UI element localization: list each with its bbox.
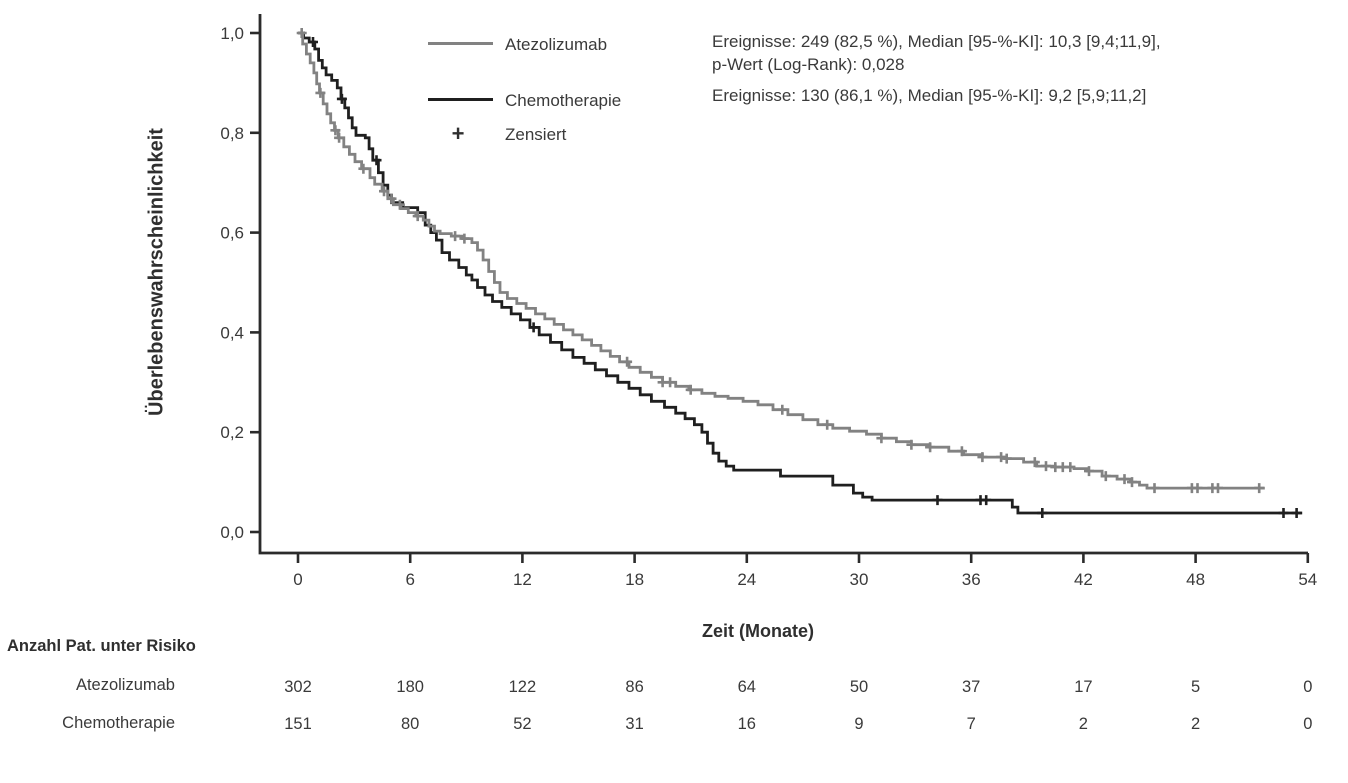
risk-count: 37 (962, 678, 981, 696)
censor-mark-chemotherapie (1278, 508, 1289, 518)
risk-row-label-atezolizumab: Atezolizumab (75, 676, 175, 694)
risk-count: 86 (625, 678, 644, 696)
censor-mark-atezolizumab (1041, 461, 1051, 472)
y-tick-label: 0,4 (220, 323, 244, 342)
risk-row-label-chemotherapie: Chemotherapie (62, 714, 175, 732)
censor-mark-atezolizumab (1065, 462, 1076, 473)
censor-mark-atezolizumab (394, 199, 405, 210)
censor-mark-atezolizumab (1192, 483, 1203, 494)
x-tick-label: 0 (293, 570, 302, 589)
km-curve-atezolizumab (298, 31, 1265, 490)
risk-table-header: Anzahl Pat. unter Risiko (7, 637, 196, 655)
censor-mark-atezolizumab (1127, 477, 1137, 488)
legend-label-zensiert: Zensiert (505, 125, 567, 144)
censor-mark-chemotherapie (1037, 508, 1048, 518)
censor-mark-atezolizumab (822, 419, 833, 430)
censor-mark-atezolizumab (1149, 483, 1160, 494)
censor-mark-atezolizumab (386, 193, 397, 204)
censor-mark-atezolizumab (1029, 457, 1040, 468)
risk-count: 80 (401, 715, 420, 733)
x-tick-label: 6 (405, 570, 414, 589)
x-tick-label: 18 (625, 570, 644, 589)
risk-count: 302 (284, 678, 312, 696)
risk-count: 151 (284, 715, 312, 733)
y-tick-label: 0,2 (220, 423, 244, 442)
censor-mark-atezolizumab (1119, 474, 1130, 485)
risk-count: 0 (1303, 678, 1313, 696)
censor-mark-atezolizumab (977, 452, 988, 463)
annotation-atezolizumab-events: Ereignisse: 249 (82,5 %), Median [95-%-K… (712, 32, 1161, 51)
x-tick-label: 36 (962, 570, 981, 589)
x-tick-label: 42 (1074, 570, 1093, 589)
censor-mark-chemotherapie (528, 322, 539, 333)
censor-mark-chemotherapie (371, 155, 382, 166)
x-tick-label: 54 (1298, 570, 1317, 589)
censor-mark-atezolizumab (459, 233, 470, 244)
censor-mark-atezolizumab (1254, 483, 1265, 494)
censor-mark-atezolizumab (358, 163, 369, 174)
annotation-chemotherapie-events: Ereignisse: 130 (86,1 %), Median [95-%-K… (712, 86, 1147, 105)
censor-mark-atezolizumab (315, 87, 326, 98)
x-axis-title: Zeit (Monate) (702, 621, 814, 641)
legend-line-chemotherapie (428, 98, 493, 101)
censor-mark-chemotherapie (336, 93, 347, 104)
annotation-p-value: p-Wert (Log-Rank): 0,028 (712, 55, 905, 74)
risk-count: 5 (1191, 678, 1201, 696)
censor-mark-atezolizumab (379, 186, 389, 197)
risk-count: 52 (513, 715, 532, 733)
censor-mark-atezolizumab (777, 404, 788, 415)
legend-label-atezolizumab: Atezolizumab (505, 35, 608, 54)
x-tick-label: 12 (513, 570, 532, 589)
y-tick-label: 1,0 (220, 24, 244, 43)
risk-count: 122 (508, 678, 537, 696)
censor-mark-chemotherapie (932, 495, 943, 506)
censored-plus-icon: + (451, 121, 465, 146)
censor-mark-atezolizumab (996, 452, 1007, 463)
risk-count: 64 (737, 678, 756, 696)
censor-mark-atezolizumab (622, 356, 633, 367)
censor-mark-atezolizumab (412, 211, 423, 222)
censor-mark-atezolizumab (665, 377, 676, 388)
km-curve-chemotherapie (298, 31, 1303, 515)
risk-count: 17 (1074, 678, 1093, 696)
y-tick-label: 0,8 (220, 124, 244, 143)
risk-count: 0 (1303, 715, 1313, 733)
censor-mark-atezolizumab (1213, 483, 1223, 494)
censor-mark-atezolizumab (1084, 466, 1094, 477)
y-axis-title: Überlebenswahrscheinlichkeit (145, 128, 168, 416)
axis-lines (258, 14, 1308, 555)
legend-label-chemotherapie: Chemotherapie (505, 91, 622, 110)
censor-mark-atezolizumab (330, 125, 341, 136)
x-tick-label: 30 (850, 570, 869, 589)
risk-count: 180 (396, 678, 424, 696)
y-tick-label: 0,0 (220, 523, 244, 542)
censor-mark-atezolizumab (685, 384, 696, 395)
censor-mark-atezolizumab (1100, 471, 1111, 482)
censor-mark-atezolizumab (1001, 453, 1012, 464)
risk-count: 16 (737, 715, 756, 733)
censor-mark-chemotherapie (308, 37, 318, 47)
x-tick-label: 48 (1186, 570, 1205, 589)
censor-mark-atezolizumab (956, 446, 967, 457)
risk-count: 50 (849, 678, 869, 696)
risk-count: 2 (1078, 715, 1088, 733)
censor-mark-atezolizumab (334, 132, 345, 143)
risk-count: 7 (966, 715, 976, 733)
censor-mark-chemotherapie (981, 495, 992, 506)
y-tick-label: 0,6 (220, 224, 244, 243)
censor-mark-atezolizumab (296, 28, 307, 38)
risk-count: 9 (854, 715, 864, 733)
risk-count: 31 (625, 715, 644, 733)
legend-line-atezolizumab (428, 42, 493, 45)
censor-mark-atezolizumab (925, 442, 936, 453)
censor-mark-atezolizumab (450, 231, 461, 242)
x-tick-label: 24 (737, 570, 756, 589)
censor-mark-atezolizumab (906, 439, 917, 450)
censor-mark-atezolizumab (876, 433, 887, 444)
risk-count: 2 (1191, 715, 1201, 733)
censor-mark-chemotherapie (1291, 508, 1302, 518)
